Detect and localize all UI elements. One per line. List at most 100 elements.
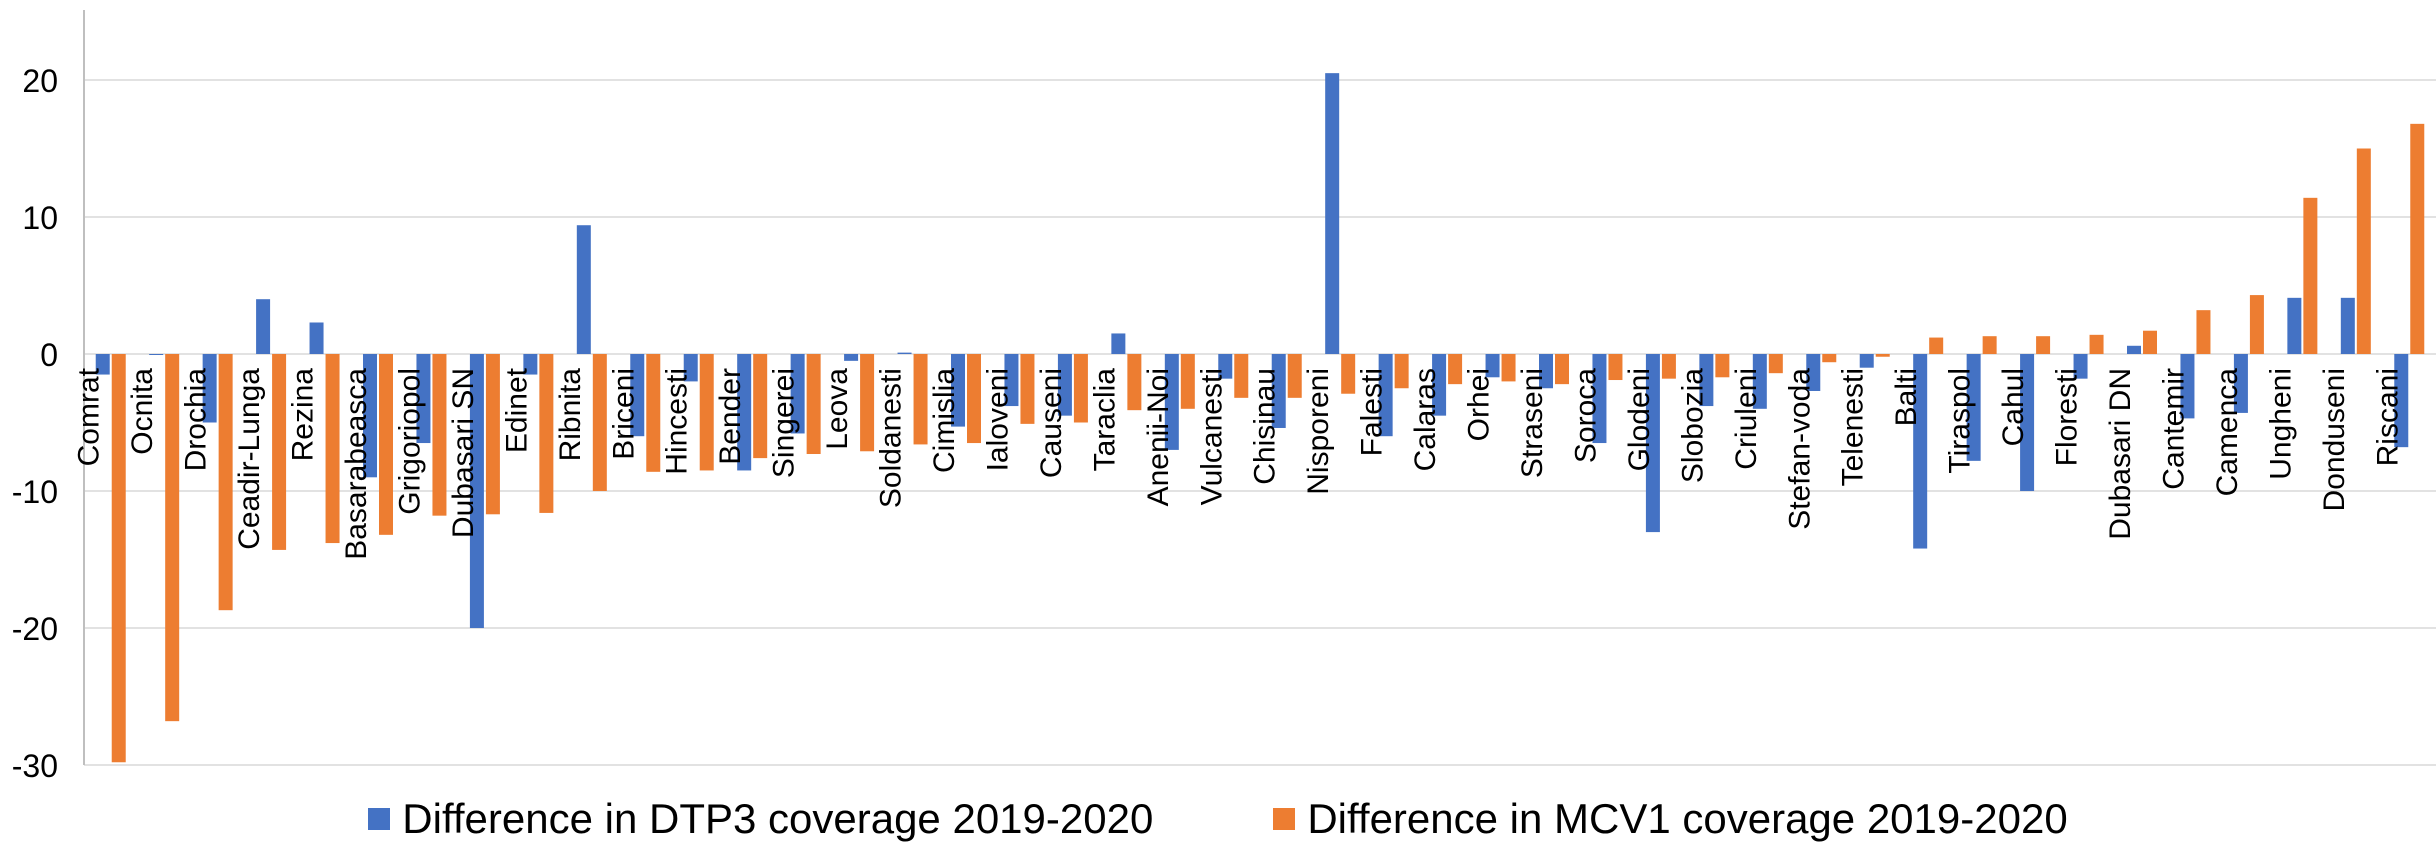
bar-mcv1 bbox=[1287, 354, 1302, 398]
bar-dtp3 bbox=[844, 354, 859, 361]
bar-mcv1 bbox=[860, 354, 875, 452]
bar-dtp3 bbox=[1699, 354, 1714, 407]
category-label: Glodeni bbox=[1623, 368, 1656, 471]
bar-mcv1 bbox=[1875, 354, 1890, 357]
category-label: Straseni bbox=[1516, 368, 1549, 478]
bar-mcv1 bbox=[1180, 354, 1195, 409]
bar-mcv1 bbox=[1020, 354, 1035, 424]
category-label: Telenesti bbox=[1837, 368, 1870, 486]
category-label: Soroca bbox=[1569, 368, 1602, 463]
category-label: Slobozia bbox=[1676, 368, 1709, 483]
category-label: Dubasari DN bbox=[2104, 368, 2137, 540]
category-label: Anenii-Noi bbox=[1142, 368, 1175, 506]
category-label: Balti bbox=[1890, 368, 1923, 426]
category-label: Briceni bbox=[607, 368, 640, 460]
bar-dtp3 bbox=[1378, 354, 1393, 437]
bar-dtp3 bbox=[1539, 354, 1553, 389]
bar-dtp3 bbox=[1004, 354, 1019, 407]
bar-mcv1 bbox=[1501, 354, 1516, 382]
bar-dtp3 bbox=[1592, 354, 1607, 444]
bar-mcv1 bbox=[1822, 354, 1837, 363]
bar-mcv1 bbox=[1448, 354, 1463, 385]
bar-mcv1 bbox=[539, 354, 554, 513]
bar-mcv1 bbox=[2196, 310, 2211, 354]
bar-dtp3 bbox=[576, 225, 591, 354]
bar-dtp3 bbox=[1432, 354, 1447, 416]
bar-dtp3 bbox=[523, 354, 538, 375]
bar-dtp3 bbox=[1752, 354, 1767, 409]
bar-mcv1 bbox=[592, 354, 607, 491]
bar-dtp3 bbox=[2287, 297, 2302, 354]
category-label: Leova bbox=[821, 368, 854, 450]
bar-mcv1 bbox=[325, 354, 340, 544]
legend: Difference in DTP3 coverage 2019-2020 Di… bbox=[0, 790, 2436, 848]
category-label: Vulcanesti bbox=[1195, 368, 1228, 505]
bar-mcv1 bbox=[1555, 354, 1569, 385]
bar-dtp3 bbox=[363, 354, 377, 478]
bar-mcv1 bbox=[2356, 148, 2371, 354]
category-label: Ialoveni bbox=[981, 368, 1014, 471]
y-tick-label: -30 bbox=[12, 748, 58, 784]
category-label: Hincesti bbox=[661, 368, 694, 475]
category-label: Causeni bbox=[1035, 368, 1068, 478]
legend-label-dtp3: Difference in DTP3 coverage 2019-2020 bbox=[402, 795, 1154, 842]
bar-mcv1 bbox=[1341, 354, 1356, 394]
category-label: Criuleni bbox=[1730, 368, 1763, 470]
category-label: Taraclia bbox=[1088, 368, 1121, 472]
bar-mcv1 bbox=[432, 354, 447, 516]
bar-dtp3 bbox=[2180, 354, 2195, 419]
bar-dtp3 bbox=[1325, 73, 1340, 355]
bar-mcv1 bbox=[2089, 334, 2104, 354]
category-label: Bender bbox=[714, 368, 747, 465]
bar-mcv1 bbox=[646, 354, 661, 472]
category-label: Rezina bbox=[287, 368, 320, 462]
bar-mcv1 bbox=[2249, 295, 2264, 354]
bar-dtp3 bbox=[683, 354, 698, 382]
bar-mcv1 bbox=[165, 354, 180, 722]
bar-mcv1 bbox=[272, 354, 287, 550]
category-label: Dubasari SN bbox=[447, 368, 480, 538]
bar-mcv1 bbox=[1127, 354, 1142, 411]
category-label: Ocnita bbox=[126, 368, 159, 455]
bar-dtp3 bbox=[737, 354, 752, 471]
bar-mcv1 bbox=[1982, 336, 1997, 354]
bar-mcv1 bbox=[485, 354, 500, 515]
bar-mcv1 bbox=[1073, 354, 1088, 423]
bar-dtp3 bbox=[256, 299, 271, 354]
bar-dtp3 bbox=[1271, 354, 1286, 428]
legend-item-dtp3: Difference in DTP3 coverage 2019-2020 bbox=[368, 795, 1153, 843]
bar-dtp3 bbox=[1806, 354, 1821, 391]
category-label: Edinet bbox=[500, 367, 533, 453]
legend-swatch-dtp3 bbox=[368, 808, 391, 830]
legend-item-mcv1: Difference in MCV1 coverage 2019-2020 bbox=[1273, 795, 2068, 843]
category-label: Comrat bbox=[73, 367, 106, 466]
bar-dtp3 bbox=[1645, 354, 1660, 533]
category-label: Cimislia bbox=[928, 368, 961, 473]
bar-dtp3 bbox=[951, 354, 965, 427]
bars bbox=[95, 73, 2425, 763]
bar-mcv1 bbox=[2143, 330, 2157, 354]
y-tick-label: 0 bbox=[40, 337, 58, 373]
y-tick-label: 10 bbox=[22, 200, 58, 236]
category-label: Chisinau bbox=[1249, 368, 1282, 485]
category-label: Floresti bbox=[2051, 368, 2084, 466]
bar-mcv1 bbox=[1234, 354, 1249, 398]
bar-dtp3 bbox=[1111, 333, 1126, 354]
y-tick-label: -10 bbox=[12, 474, 58, 510]
bar-mcv1 bbox=[1608, 354, 1623, 381]
bar-mcv1 bbox=[1715, 354, 1730, 378]
category-label: Calaras bbox=[1409, 368, 1442, 471]
bar-mcv1 bbox=[1661, 354, 1676, 379]
category-label: Grigoriopol bbox=[393, 368, 426, 515]
category-label: Tiraspol bbox=[1944, 368, 1977, 474]
bar-mcv1 bbox=[1394, 354, 1409, 389]
category-label: Drochia bbox=[180, 368, 213, 472]
category-label: Soldanesti bbox=[875, 368, 908, 508]
bar-mcv1 bbox=[1768, 354, 1783, 374]
category-label: Singerei bbox=[768, 368, 801, 478]
bar-dtp3 bbox=[1218, 354, 1233, 379]
bar-mcv1 bbox=[218, 354, 233, 611]
bar-dtp3 bbox=[1057, 354, 1072, 416]
bar-dtp3 bbox=[1485, 354, 1500, 378]
bar-dtp3 bbox=[202, 354, 217, 423]
